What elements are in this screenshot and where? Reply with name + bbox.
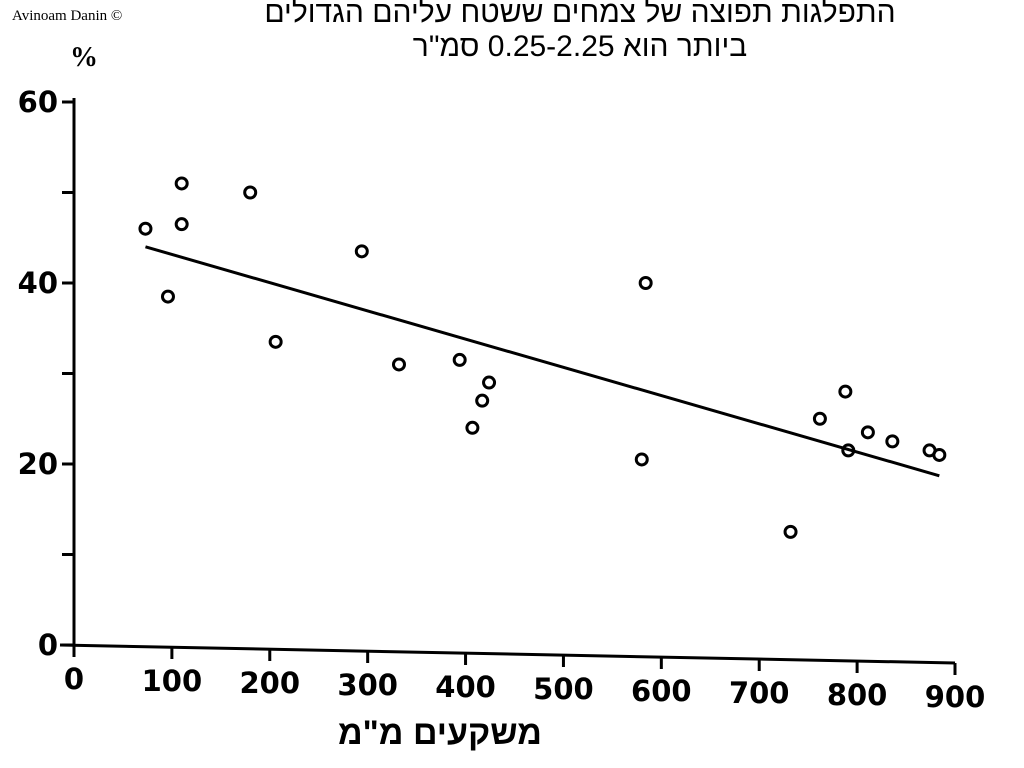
data-point: [465, 420, 480, 435]
x-tick-label: 500: [533, 672, 594, 706]
data-point: [634, 452, 649, 467]
y-axis-unit-label: %: [70, 42, 98, 73]
x-tick-label: 700: [729, 676, 790, 710]
x-tick-label: 0: [64, 662, 84, 696]
data-point: [174, 176, 189, 191]
data-point: [391, 357, 406, 372]
x-tick-label: 300: [337, 668, 398, 702]
x-tick-label: 400: [435, 670, 496, 704]
y-tick-label: 60: [18, 85, 58, 119]
data-point: [812, 411, 827, 426]
data-point: [638, 276, 653, 290]
data-point: [932, 447, 947, 462]
data-point: [841, 443, 856, 458]
y-tick-label: 40: [18, 266, 58, 300]
copyright-notice: Avinoam Danin ©: [12, 8, 123, 24]
data-point: [243, 185, 258, 200]
x-tick-label: 800: [827, 678, 888, 712]
data-point: [860, 425, 875, 440]
x-tick-label: 900: [925, 680, 986, 714]
data-point: [138, 221, 153, 236]
data-point: [160, 289, 175, 304]
data-point: [354, 244, 369, 259]
chart-title-line-1: התפלגות תפוצה של צמחים ששטח עליהם הגדולי…: [264, 0, 896, 29]
data-point: [783, 524, 798, 539]
data-point: [885, 434, 900, 449]
x-tick-label: 200: [240, 666, 301, 700]
data-point: [268, 334, 283, 349]
data-point: [482, 375, 497, 390]
data-point: [475, 393, 490, 408]
trend-line: [145, 245, 940, 478]
data-point: [452, 352, 467, 367]
data-point: [838, 384, 853, 399]
chart-title: התפלגות תפוצה של צמחים ששטח עליהם הגדולי…: [180, 0, 980, 64]
x-axis-label: משקעים מ"מ: [338, 714, 542, 752]
x-tick-label: 600: [631, 674, 692, 708]
y-tick-label: 20: [18, 447, 58, 481]
data-point: [174, 217, 189, 232]
x-axis-line: [59, 643, 956, 665]
x-tick-label: 100: [142, 664, 203, 698]
chart-title-line-2: ביותר הוא 0.25-2.25 סמ"ר: [412, 30, 748, 63]
y-tick-label: 0: [38, 628, 58, 662]
